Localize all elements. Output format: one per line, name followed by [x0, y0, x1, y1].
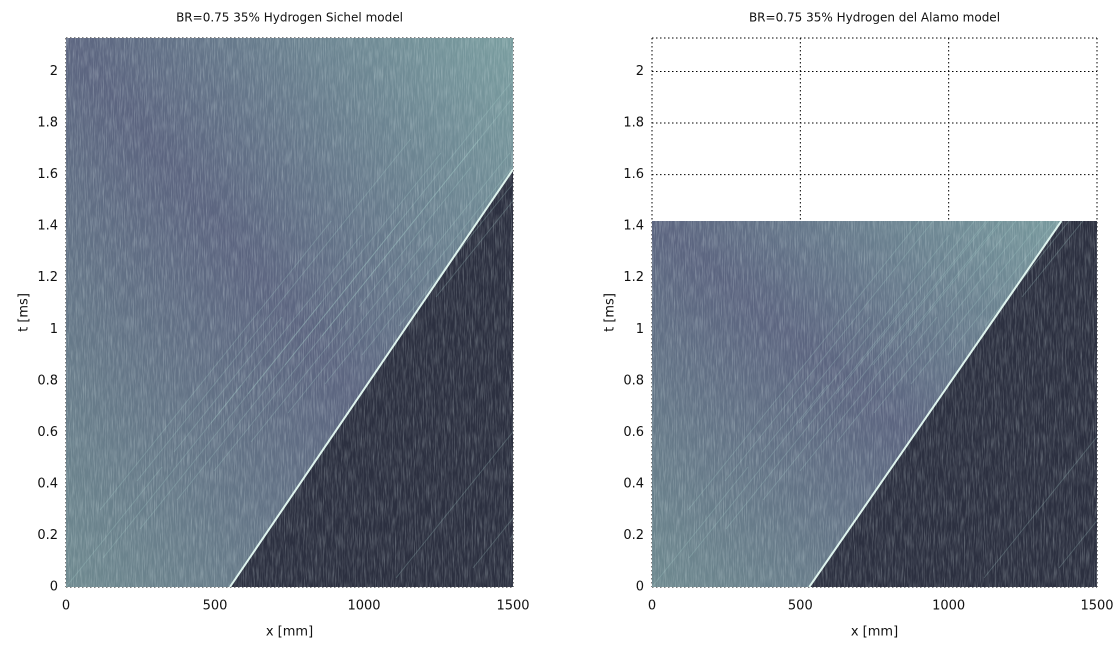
y-tick-label: 0 [50, 580, 58, 595]
streak [395, 430, 513, 579]
streak [210, 234, 362, 424]
x-tick-label: 1500 [496, 599, 529, 614]
image [652, 221, 1097, 587]
y-tick-label: 1.4 [37, 219, 58, 234]
x-tick-label: 1500 [1080, 599, 1113, 614]
y-tick-label: 1.2 [623, 270, 644, 285]
y-tick-label: 2 [636, 64, 644, 79]
streak [247, 152, 442, 395]
streak [176, 220, 401, 501]
x-tick-label: 500 [203, 599, 228, 614]
streak [136, 138, 411, 482]
x-axis-label: x [mm] [266, 625, 313, 640]
x-tick-label: 0 [648, 599, 656, 614]
streak [324, 152, 511, 385]
texture [652, 221, 1097, 587]
y-tick-label: 0.4 [37, 476, 58, 491]
streak [250, 316, 352, 443]
streak [1095, 536, 1097, 540]
streak [472, 517, 513, 569]
streak [947, 221, 1056, 356]
streak [1021, 221, 1084, 298]
x-tick-label: 500 [788, 599, 813, 614]
streak [799, 221, 1001, 472]
streak [724, 221, 934, 482]
streak [873, 234, 1017, 414]
streak [358, 166, 472, 308]
streak [361, 165, 513, 356]
streak [910, 221, 1043, 385]
x-tick-label: 1000 [347, 599, 380, 614]
streak [173, 316, 283, 453]
streak [835, 221, 976, 395]
y-tick-label: 0 [636, 580, 644, 595]
streak [321, 96, 513, 337]
y-tick-label: 0.6 [623, 425, 644, 440]
y-tick-label: 1 [636, 322, 644, 337]
image [66, 38, 513, 587]
chart: 0 500 1000 1500 0 0.2 0.4 0.6 0.8 1 1.2 1.4 1.6 1.8 2 B… [603, 11, 1114, 640]
y-tick-label: 0.8 [623, 373, 644, 388]
y-tick-label: 1.6 [623, 167, 644, 182]
y-tick-label: 0.2 [37, 528, 58, 543]
streak [139, 302, 322, 530]
streak [99, 220, 332, 511]
streak [983, 435, 1097, 579]
streak [66, 466, 163, 587]
chart: 0 500 1000 1500 0 0.2 0.4 0.6 0.8 1 1.2 1.4 1.6 1.8 2 B… [17, 11, 530, 640]
streak [688, 384, 828, 559]
y-tick-label: 0.8 [37, 373, 58, 388]
chart-title: BR=0.75 35% Hydrogen del Alamo model [749, 11, 1000, 25]
streak [798, 234, 950, 424]
chart-title: BR=0.75 35% Hydrogen Sichel model [176, 11, 403, 25]
y-axis-label: t [ms] [17, 293, 32, 332]
streak [1058, 519, 1097, 569]
texture [66, 38, 513, 587]
streak [762, 221, 987, 501]
y-tick-label: 1.2 [37, 270, 58, 285]
streak [761, 316, 871, 453]
streak [984, 221, 1070, 327]
y-tick-label: 1.4 [623, 219, 644, 234]
y-tick-label: 1.6 [37, 167, 58, 182]
streak [872, 221, 989, 366]
streak [687, 221, 920, 511]
y-axis-label: t [ms] [603, 293, 618, 332]
streak [909, 221, 1003, 337]
y-tick-label: 0.2 [623, 528, 644, 543]
streak [102, 384, 242, 559]
y-tick-label: 2 [50, 64, 58, 79]
flame-front [808, 221, 1063, 587]
y-tick-label: 0.6 [37, 425, 58, 440]
x-tick-label: 0 [62, 599, 70, 614]
streak [946, 221, 1017, 308]
y-tick-label: 1 [50, 322, 58, 337]
flame-front [229, 168, 513, 587]
y-tick-label: 0.4 [623, 476, 644, 491]
streak [287, 234, 431, 414]
streak [725, 302, 908, 530]
x-axis-label: x [mm] [851, 625, 898, 640]
streak [836, 316, 938, 443]
streak [213, 138, 480, 472]
streak [435, 199, 513, 298]
streak [284, 79, 513, 366]
x-tick-label: 1000 [932, 599, 965, 614]
y-tick-label: 1.8 [37, 116, 58, 131]
y-tick-label: 1.8 [623, 116, 644, 131]
streak [652, 466, 749, 587]
